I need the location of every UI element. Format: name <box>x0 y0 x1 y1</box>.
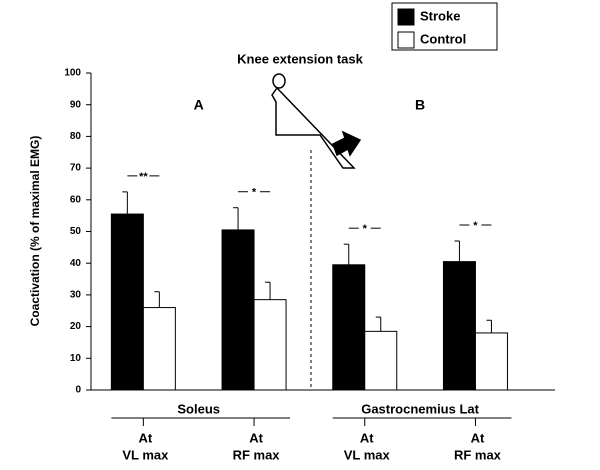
legend-swatch <box>397 31 415 49</box>
legend-swatch <box>397 8 415 26</box>
legend-label: Control <box>420 31 466 46</box>
bar <box>332 264 366 391</box>
y-tick-label: 50 <box>70 226 82 237</box>
knee-figure <box>271 73 362 169</box>
x-tick-label: At <box>471 430 485 445</box>
panel-label: A <box>194 97 204 113</box>
legend-label: Stroke <box>420 8 460 23</box>
group-label: Gastrocnemius Lat <box>361 401 479 416</box>
x-tick-label: RF max <box>454 447 502 462</box>
y-tick-label: 80 <box>70 131 82 142</box>
bar <box>364 330 398 391</box>
y-tick-label: 90 <box>70 99 82 110</box>
bar <box>142 307 176 391</box>
bar <box>253 299 287 391</box>
y-tick-label: 100 <box>64 68 81 79</box>
panel-label: B <box>415 97 425 113</box>
y-axis-label: Coactivation (% of maximal EMG) <box>28 136 42 327</box>
y-tick-label: 30 <box>70 290 82 301</box>
x-tick-label: VL max <box>122 447 169 462</box>
y-tick-label: 20 <box>70 321 82 332</box>
bar <box>442 261 476 391</box>
y-tick-label: 60 <box>70 194 82 205</box>
y-tick-label: 10 <box>70 353 82 364</box>
x-tick-label: RF max <box>233 447 281 462</box>
bar <box>110 213 144 391</box>
bar <box>221 229 255 391</box>
significance-label: * <box>473 220 478 232</box>
bar <box>474 332 508 391</box>
y-tick-label: 70 <box>70 163 82 174</box>
significance-label: * <box>252 187 257 199</box>
y-tick-label: 0 <box>75 385 81 396</box>
significance-label: * <box>363 223 368 235</box>
x-tick-label: At <box>249 430 263 445</box>
y-tick-label: 40 <box>70 258 82 269</box>
chart-title: Knee extension task <box>237 51 363 66</box>
x-tick-label: VL max <box>344 447 391 462</box>
x-tick-label: At <box>360 430 374 445</box>
group-label: Soleus <box>177 401 220 416</box>
significance-label: ** <box>139 171 148 183</box>
x-tick-label: At <box>138 430 152 445</box>
